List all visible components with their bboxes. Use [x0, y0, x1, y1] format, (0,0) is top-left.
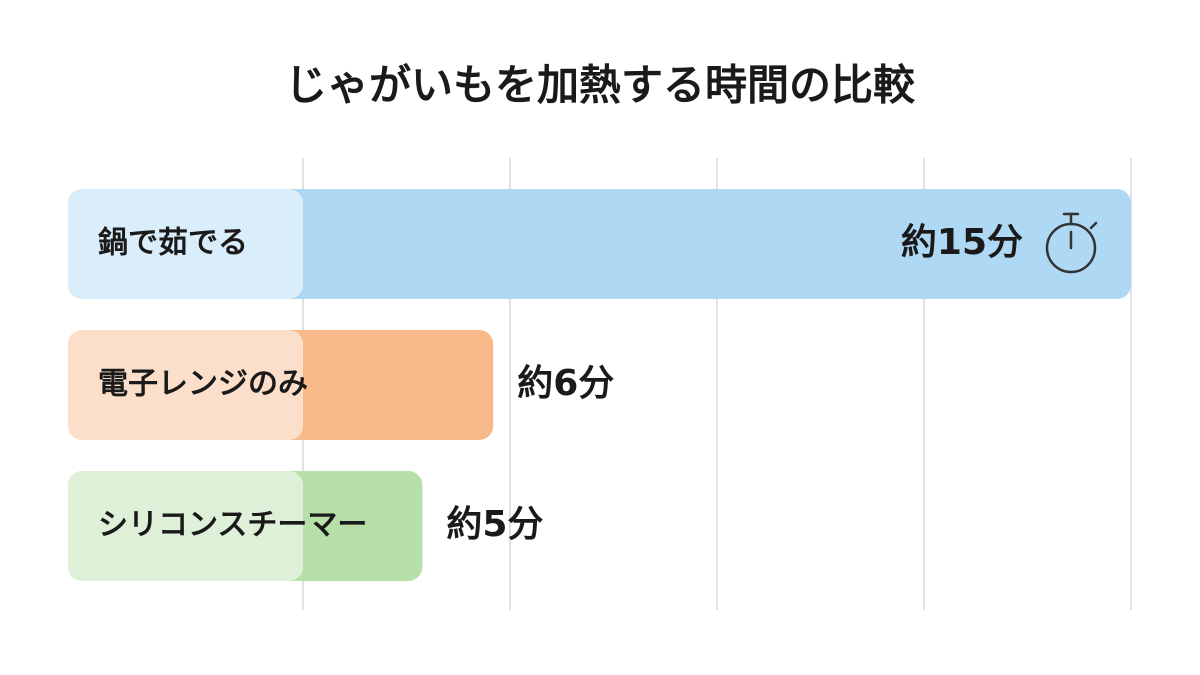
icon-part [1089, 221, 1098, 230]
value-label: 約6分 [517, 363, 614, 404]
category-label: 鍋で茹でる [98, 226, 248, 261]
value-label: 約5分 [446, 504, 543, 545]
bar-label-area [68, 189, 303, 299]
category-label: シリコンスチーマー [98, 508, 367, 543]
category-label: 電子レンジのみ [98, 367, 308, 402]
chart-title: じゃがいもを加熱する時間の比較 [285, 61, 916, 110]
bar [68, 189, 1131, 299]
stopwatch-icon [1045, 212, 1098, 274]
bar-label-area [68, 330, 303, 440]
value-label: 約15分 [901, 222, 1023, 263]
bar-label-area [68, 471, 303, 581]
